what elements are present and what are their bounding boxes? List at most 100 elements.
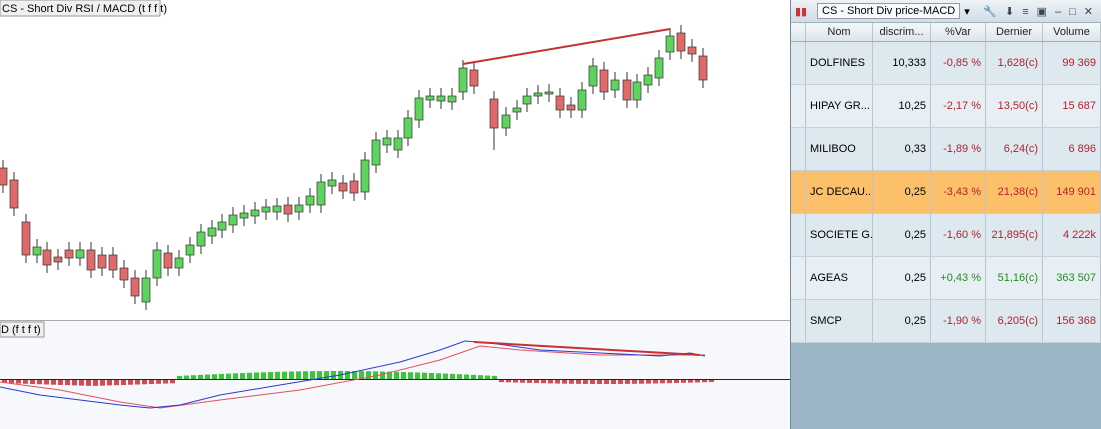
- histogram-bar: [289, 371, 294, 379]
- histogram-bar: [282, 371, 287, 379]
- candle: [108, 254, 118, 271]
- watchlist-row[interactable]: HIPAY GR... 10,25 -2,17 % 13,50(c) 15 687: [791, 85, 1101, 128]
- column-label[interactable]: Dernier: [986, 23, 1043, 41]
- histogram-bar: [114, 380, 119, 386]
- histogram-bar: [23, 380, 28, 384]
- histogram-bar: [247, 372, 252, 379]
- histogram-bar: [618, 380, 623, 384]
- histogram-bar: [548, 380, 553, 384]
- histogram-bar: [65, 380, 70, 386]
- row-icon: [791, 257, 806, 299]
- candle: [414, 97, 424, 121]
- candle: [272, 205, 282, 213]
- histogram-bar: [345, 371, 350, 379]
- histogram-bar: [275, 371, 280, 379]
- histogram-bar: [212, 374, 217, 379]
- histogram-bar: [611, 380, 616, 384]
- cell: 6 896: [1043, 128, 1101, 170]
- histogram-bar: [156, 380, 161, 384]
- histogram-bar: [352, 371, 357, 379]
- histogram-bar: [219, 373, 224, 379]
- histogram-bar: [149, 380, 154, 385]
- candle: [97, 254, 107, 269]
- histogram-bar: [128, 380, 133, 385]
- cell: 4 222k: [1043, 214, 1101, 256]
- watchlist-row[interactable]: SOCIETE G... 0,25 -1,60 % 21,895(c) 4 222k: [791, 214, 1101, 257]
- cell: -1,90 %: [931, 300, 986, 342]
- candle: [316, 181, 326, 206]
- histogram-bar: [478, 375, 483, 379]
- column-label[interactable]: Volume: [1043, 23, 1101, 41]
- candle: [698, 55, 708, 81]
- histogram-bar: [44, 380, 49, 385]
- divergence-line: [473, 341, 701, 356]
- candle: [382, 137, 392, 146]
- histogram-bar: [135, 380, 140, 385]
- candle: [75, 249, 85, 259]
- cell: 10,25: [873, 85, 931, 127]
- histogram-bar: [597, 380, 602, 384]
- cell: 0,33: [873, 128, 931, 170]
- row-icon: [791, 128, 806, 170]
- histogram-bar: [520, 380, 525, 383]
- histogram-bar: [2, 380, 7, 384]
- rows: DOLFINES 10,333 -0,85 % 1,628(c) 99 369 HIPAY…: [791, 42, 1101, 343]
- watchlist-row[interactable]: DOLFINES 10,333 -0,85 % 1,628(c) 99 369: [791, 42, 1101, 85]
- candle: [21, 221, 31, 256]
- watchlist-row[interactable]: AGEAS 0,25 +0,43 % 51,16(c) 363 507: [791, 257, 1101, 300]
- candle: [371, 139, 381, 166]
- histogram-bar: [261, 372, 266, 379]
- histogram-bar: [422, 372, 427, 379]
- candle: [152, 249, 162, 279]
- cell: DOLFINES: [806, 42, 873, 84]
- histogram-bar: [401, 372, 406, 379]
- histogram-bar: [268, 372, 273, 379]
- cell: -3,43 %: [931, 171, 986, 213]
- candle: [42, 249, 52, 266]
- candle: [588, 65, 598, 87]
- cell: AGEAS: [806, 257, 873, 299]
- candle: [665, 35, 675, 53]
- cell: MILIBOO: [806, 128, 873, 170]
- candle: [501, 114, 511, 129]
- watchlist-title[interactable]: CS - Short Div price-MACD: [817, 3, 961, 19]
- histogram-bar: [688, 380, 693, 383]
- histogram-bar: [317, 371, 322, 379]
- macd-line: [0, 340, 706, 409]
- cell: 21,38(c): [986, 171, 1043, 213]
- histogram-bar: [674, 380, 679, 384]
- histogram-bar: [534, 380, 539, 384]
- histogram-bar: [632, 380, 637, 384]
- candle: [119, 267, 129, 281]
- watchlist-row[interactable]: SMCP 0,25 -1,90 % 6,205(c) 156 368: [791, 300, 1101, 343]
- cell: 6,24(c): [986, 128, 1043, 170]
- candle: [349, 180, 359, 194]
- candle: [163, 252, 173, 269]
- candle: [283, 204, 293, 215]
- histogram-bar: [310, 371, 315, 379]
- histogram-bar: [625, 380, 630, 384]
- histogram-bar: [79, 380, 84, 386]
- histogram-bar: [107, 380, 112, 386]
- candle: [32, 246, 42, 256]
- cell: +0,43 %: [931, 257, 986, 299]
- watchlist-row[interactable]: MILIBOO 0,33 -1,89 % 6,24(c) 6 896: [791, 128, 1101, 171]
- candle: [425, 95, 435, 101]
- candle: [403, 117, 413, 139]
- macd-title: D (f t f t): [1, 324, 41, 336]
- column-label[interactable]: %Var: [931, 23, 986, 41]
- histogram-bar: [254, 372, 259, 379]
- candle: [261, 206, 271, 213]
- column-label[interactable]: discrim...: [873, 23, 931, 41]
- candle: [632, 81, 642, 101]
- candle: [643, 74, 653, 86]
- candle: [228, 214, 238, 226]
- watchlist-row[interactable]: JC DECAU... 0,25 -3,43 % 21,38(c) 149 901: [791, 171, 1101, 214]
- histogram-bar: [331, 371, 336, 379]
- column-label[interactable]: Nom: [806, 23, 873, 41]
- candle: [207, 227, 217, 237]
- candle: [654, 57, 664, 79]
- row-icon: [791, 85, 806, 127]
- histogram-bar: [492, 375, 497, 379]
